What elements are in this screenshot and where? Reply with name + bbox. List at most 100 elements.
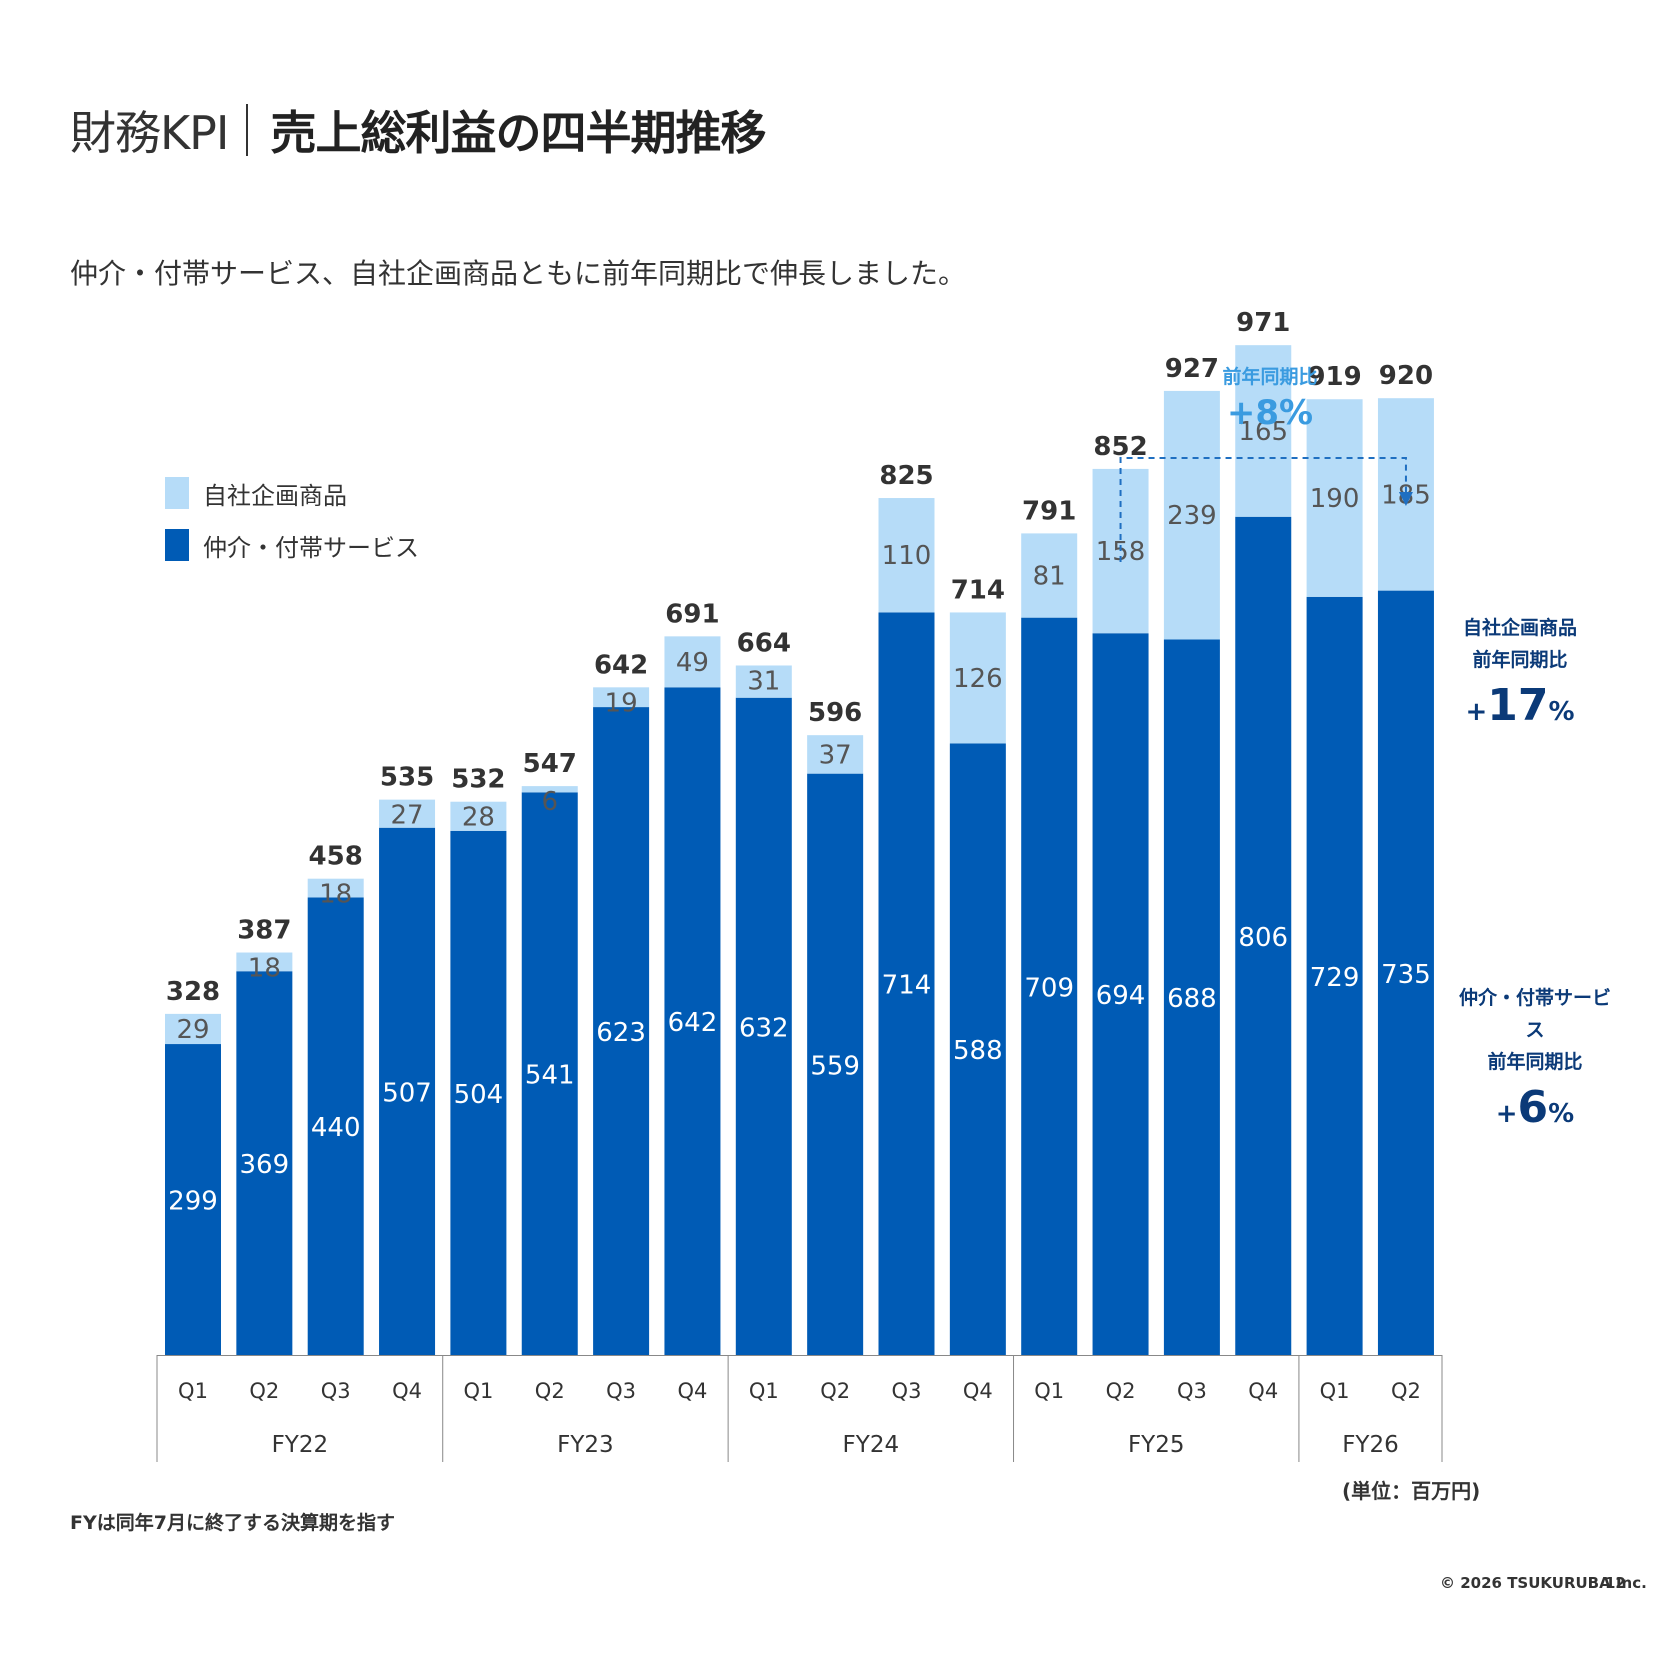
data-label-services: 729 [1310, 963, 1360, 993]
legend-label-services: 仲介・付帯サービス [203, 533, 419, 562]
bar-services [1092, 633, 1149, 1355]
yoy-own-label-1: 自社企画商品 [1462, 617, 1577, 639]
bar-own-products [1163, 390, 1220, 640]
data-label-total: 596 [808, 698, 862, 728]
data-label-services: 709 [1024, 973, 1074, 1003]
data-label-total: 387 [237, 916, 291, 946]
x-tick-label: Q3 [321, 1379, 351, 1403]
bar-own-products [165, 1013, 221, 1045]
data-label-total: 328 [166, 977, 220, 1007]
data-label-own-products: 110 [882, 541, 932, 571]
data-label-total: 642 [594, 650, 648, 680]
data-label-total: 458 [309, 842, 363, 872]
title-separator [246, 104, 249, 156]
bar-own-products [949, 612, 1006, 744]
bar-own-products [878, 498, 935, 613]
unit-label: (単位：百万円) [1342, 1479, 1481, 1503]
x-group-label: FY25 [1128, 1432, 1185, 1458]
data-label-total: 919 [1307, 362, 1361, 392]
x-tick-label: Q3 [892, 1379, 922, 1403]
x-group-label: FY26 [1342, 1432, 1399, 1458]
data-label-services: 299 [168, 1187, 218, 1217]
bar-own-products [1092, 468, 1149, 634]
bar-services [593, 707, 650, 1355]
bar-services [236, 971, 293, 1355]
bar-services [1021, 617, 1078, 1355]
footnote: FYは同年7月に終了する決算期を指す [70, 1512, 395, 1534]
bar-services [735, 697, 792, 1355]
x-tick-label: Q3 [606, 1379, 636, 1403]
x-tick-label: Q1 [463, 1379, 493, 1403]
data-label-total: 691 [665, 599, 719, 629]
data-label-services: 694 [1096, 981, 1146, 1011]
chart-legend: 自社企画商品 仲介・付帯サービス [165, 476, 419, 580]
data-label-own-products: 28 [462, 803, 495, 833]
legend-item-own-products: 自社企画商品 [165, 476, 419, 510]
yoy-own-value: +17% [1450, 680, 1590, 731]
x-tick-label: Q1 [1034, 1379, 1064, 1403]
data-label-own-products: 18 [319, 880, 352, 910]
yoy-own-label-2: 前年同期比 [1472, 649, 1568, 671]
title-prefix: 財務KPI [70, 106, 229, 160]
data-label-services: 806 [1238, 923, 1288, 953]
data-label-own-products: 190 [1310, 484, 1360, 514]
data-label-own-products: 165 [1238, 417, 1288, 447]
data-label-own-products: 29 [176, 1015, 209, 1045]
bar-own-products [236, 952, 293, 972]
bar-services [1306, 596, 1363, 1355]
data-label-own-products: 19 [605, 688, 638, 718]
yoy-own-products-annotation: 自社企画商品 前年同期比 +17% [1450, 612, 1590, 731]
data-label-own-products: 31 [747, 666, 780, 696]
data-label-total: 664 [737, 628, 791, 658]
data-label-services: 440 [311, 1113, 361, 1143]
x-tick-label: Q2 [249, 1379, 279, 1403]
bar-services [165, 1044, 221, 1355]
data-label-total: 920 [1379, 361, 1433, 391]
bar-services [1163, 639, 1220, 1355]
x-tick-label: Q4 [678, 1379, 708, 1403]
page-subtitle: 仲介・付帯サービス、自社企画商品ともに前年同期比で伸長しました。 [70, 257, 967, 290]
yoy-bracket-arrowhead [1398, 492, 1413, 506]
bar-services [1377, 590, 1434, 1355]
data-label-total: 535 [380, 763, 434, 793]
data-label-own-products: 126 [953, 664, 1003, 694]
x-tick-label: Q3 [1177, 1379, 1207, 1403]
data-label-services: 541 [525, 1061, 575, 1091]
data-label-own-products: 37 [819, 740, 852, 770]
bar-services [878, 612, 935, 1355]
yoy-svc-percent: % [1548, 1099, 1575, 1129]
legend-label-own-products: 自社企画商品 [203, 481, 347, 510]
bar-own-products [1021, 533, 1078, 618]
bar-services [664, 687, 721, 1355]
yoy-svc-number: 6 [1517, 1082, 1549, 1133]
x-tick-label: Q4 [963, 1379, 993, 1403]
bar-own-products [1235, 345, 1292, 517]
yoy-total-label: 前年同期比 [1222, 366, 1318, 388]
bar-own-products [664, 636, 721, 688]
x-group-label: FY24 [843, 1432, 900, 1458]
bar-services [450, 830, 507, 1355]
data-label-services: 714 [882, 971, 932, 1001]
yoy-bracket [1119, 457, 1407, 562]
bar-own-products [450, 801, 507, 831]
data-label-services: 642 [668, 1008, 718, 1038]
yoy-svc-label-2: 前年同期比 [1487, 1051, 1583, 1073]
data-label-own-products: 158 [1096, 537, 1146, 567]
x-tick-label: Q2 [535, 1379, 565, 1403]
data-label-own-products: 81 [1033, 562, 1066, 592]
data-label-total: 532 [451, 765, 505, 795]
data-label-own-products: 239 [1167, 501, 1217, 531]
legend-item-services: 仲介・付帯サービス [165, 528, 419, 562]
legend-swatch-services [165, 529, 189, 561]
legend-swatch-own-products [165, 477, 189, 509]
data-label-services: 688 [1167, 984, 1217, 1014]
data-label-total: 971 [1236, 308, 1290, 338]
copyright: © 2026 TSUKURUBA Inc. [1440, 1574, 1647, 1592]
data-label-total: 927 [1165, 354, 1219, 384]
x-tick-label: Q2 [1391, 1379, 1421, 1403]
data-label-services: 632 [739, 1013, 789, 1043]
bar-services [379, 827, 436, 1355]
data-label-total: 825 [879, 461, 933, 491]
yoy-own-sign: + [1465, 697, 1488, 727]
